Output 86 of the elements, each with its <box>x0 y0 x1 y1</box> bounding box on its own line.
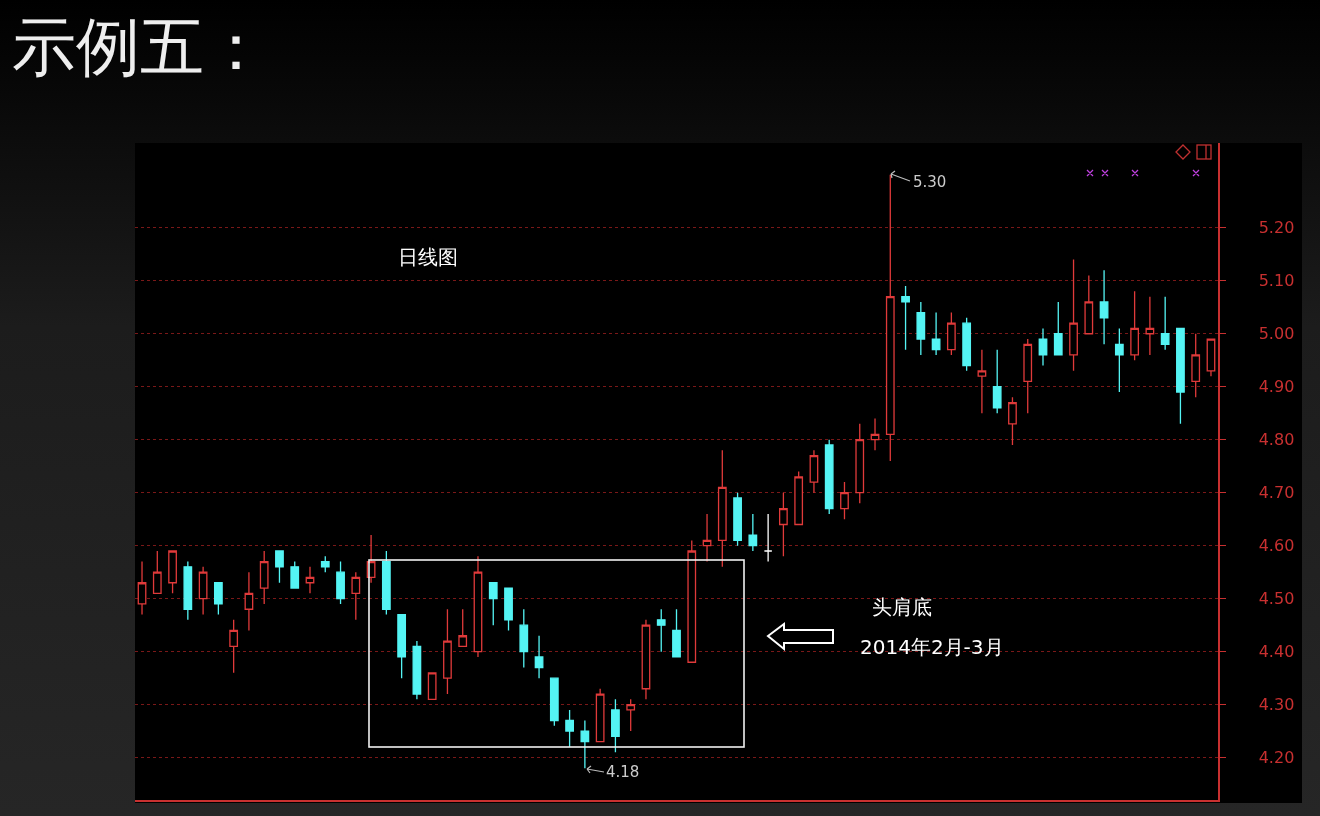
y-tick-label: 4.80 <box>1258 430 1295 450</box>
candlestick <box>946 311 956 356</box>
candlestick <box>1069 258 1078 372</box>
candlestick <box>443 608 452 695</box>
candlestick <box>977 348 987 414</box>
candlestick <box>305 566 315 595</box>
candlestick <box>1130 290 1140 361</box>
candlestick <box>336 560 345 605</box>
candlestick <box>824 439 834 515</box>
candlestick <box>244 571 254 632</box>
candlestick <box>931 311 941 356</box>
candlestick <box>992 348 1002 414</box>
candlestick <box>641 619 651 700</box>
candlestick <box>626 698 636 732</box>
candlestick <box>595 688 605 743</box>
candlestick <box>687 539 697 663</box>
candlestick <box>259 550 269 605</box>
candlestick <box>794 470 804 526</box>
candlestick <box>1191 333 1201 398</box>
candlestick <box>1099 269 1109 345</box>
candlestick <box>1084 274 1094 335</box>
chart-title: 示例五： <box>12 9 268 86</box>
candlestick <box>1160 296 1170 351</box>
y-tick-label: 4.20 <box>1258 748 1295 768</box>
candlestick <box>534 635 544 679</box>
candlestick <box>183 560 193 621</box>
annotation: 4.18 <box>606 763 640 781</box>
y-tick-label: 4.60 <box>1258 536 1295 556</box>
candlestick <box>275 550 284 584</box>
candlestick <box>1176 327 1185 425</box>
candlestick <box>840 481 849 520</box>
candlestick <box>702 513 712 563</box>
candlestick <box>1206 338 1216 377</box>
y-tick-label: 4.70 <box>1258 483 1295 503</box>
candlestick <box>458 608 468 647</box>
candlestick <box>962 317 972 372</box>
candlestick <box>1053 301 1063 356</box>
y-tick-label: 4.90 <box>1258 377 1295 397</box>
candlestick <box>519 608 529 669</box>
candlestick <box>611 698 620 753</box>
candlestick <box>320 555 330 573</box>
candlestick <box>213 582 223 616</box>
candlestick <box>855 423 865 504</box>
annotation: 头肩底 <box>872 594 932 621</box>
candlestick <box>1145 296 1155 356</box>
candlestick <box>779 492 788 557</box>
candlestick <box>1038 327 1048 367</box>
candlestick <box>733 492 742 547</box>
candlestick <box>229 619 239 674</box>
y-tick-label: 4.40 <box>1258 642 1295 662</box>
candlestick <box>290 560 300 589</box>
candlestick <box>1008 396 1017 446</box>
y-tick-label: 5.10 <box>1258 271 1295 291</box>
candlestick <box>672 608 681 658</box>
candlestick <box>412 640 422 700</box>
candlestick <box>916 301 926 356</box>
y-tick-label: 4.30 <box>1258 695 1295 715</box>
candlestick <box>580 719 590 769</box>
candlestick <box>656 608 666 653</box>
candlestick <box>504 587 513 632</box>
annotation: 5.30 <box>913 173 947 191</box>
y-tick-label: 4.50 <box>1258 589 1295 609</box>
candlestick <box>488 582 498 626</box>
candlestick <box>427 672 437 700</box>
candlestick <box>549 677 559 727</box>
annotation: 2014年2月-3月 <box>860 634 1004 661</box>
candlestick <box>1114 327 1124 393</box>
candlestick <box>870 417 880 451</box>
annotation: 日线图 <box>398 244 458 271</box>
candlestick <box>717 449 727 568</box>
candlestick <box>168 550 177 595</box>
y-tick-label: 5.00 <box>1258 324 1295 344</box>
candlestick <box>152 550 162 595</box>
candlestick <box>351 571 361 621</box>
y-tick-label: 5.20 <box>1258 218 1295 238</box>
candlestick <box>763 513 773 563</box>
candlestick <box>565 709 574 748</box>
candlestick <box>381 550 391 616</box>
candlestick <box>1023 338 1033 414</box>
candlestick <box>809 449 819 494</box>
candlestick <box>198 566 208 616</box>
candlestick <box>748 513 758 552</box>
candlestick <box>397 613 407 679</box>
candlestick <box>885 174 895 462</box>
candlestick <box>473 555 483 658</box>
candlestick <box>901 285 910 351</box>
